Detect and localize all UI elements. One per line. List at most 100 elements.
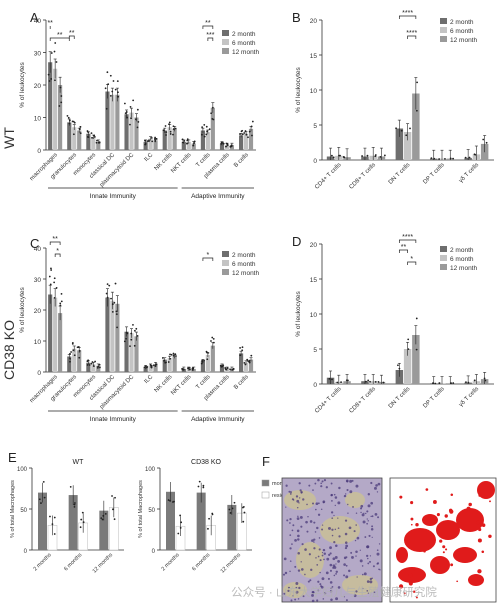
cell-nucleus [345,493,347,495]
data-point [133,344,136,347]
data-point [206,130,208,133]
cell-nucleus [343,556,347,560]
data-point [483,377,486,380]
data-point [59,302,62,305]
data-point [331,378,333,381]
y-tick-label: 50 [20,508,27,514]
cell-nucleus [300,525,303,528]
data-point [245,133,248,136]
cell-nucleus [304,548,307,551]
cell-nucleus [356,536,360,540]
bar [219,143,225,150]
data-point [50,269,53,271]
cell-nucleus [317,580,320,583]
significance-label: **** [402,234,413,241]
x-tick-label: DP T cells [422,162,445,185]
cell-nucleus [334,528,337,531]
data-point [73,121,76,124]
legend-label: 12 month [450,265,477,272]
legend-label: 2 month [232,31,256,38]
bar [58,313,63,372]
segmented-spot [456,580,459,583]
data-point [79,132,82,135]
y-tick-label: 20 [34,83,42,90]
data-point [367,379,370,382]
cell-nucleus [378,543,381,545]
data-point [211,106,214,109]
data-point [225,145,227,148]
cell-nucleus [294,598,297,601]
cell-nucleus [300,491,303,494]
significance-label: * [56,248,59,255]
data-point [450,382,453,385]
data-point [150,365,153,368]
segmented-spot [415,523,419,527]
data-point [177,532,180,535]
cell-nucleus [355,524,357,526]
data-point [60,300,63,303]
data-point [38,498,41,501]
bar [68,495,78,550]
segmented-spot [436,513,440,517]
bar [210,107,215,150]
data-point [207,351,210,354]
cell-nucleus [297,598,300,600]
y-tick-label: 0 [37,148,41,155]
data-point [181,141,184,144]
data-point [146,366,149,368]
data-point [154,138,156,141]
x-tick-label: DP T cells [422,386,445,409]
cell-nucleus [298,482,301,485]
cell-nucleus [366,545,370,549]
legend-label: 12 month [232,270,259,277]
cell-nucleus [331,499,333,502]
data-point [55,286,58,289]
data-point [485,141,488,144]
cell-nucleus [356,576,358,578]
cell-nucleus [289,534,292,536]
cell-nucleus [319,583,322,586]
cell-nucleus [282,573,286,576]
cell-nucleus [311,502,315,505]
cell-nucleus [368,534,371,537]
data-point [465,381,467,384]
bar [38,492,47,550]
data-point [226,144,229,146]
bar [395,370,404,384]
cell-nucleus [372,565,375,568]
data-point [59,86,62,89]
data-point [74,502,76,504]
data-point [125,337,128,340]
cell-nucleus [313,538,316,541]
cell-nucleus [295,586,298,589]
x-tick-label: B cells [233,374,250,391]
segmented-spot [408,581,413,586]
cell-nucleus [309,579,312,582]
bar [181,141,186,150]
data-point [96,139,98,142]
significance-label: ** [57,32,63,39]
cell-nucleus [376,552,380,556]
data-point [81,511,84,514]
legend-label: 6 month [450,28,474,35]
bar [167,358,172,372]
cell-nucleus [313,521,316,524]
significance-bracket [398,249,408,253]
data-point [86,364,89,366]
cell-nucleus [297,552,300,555]
legend-swatch [440,246,447,252]
cell-nucleus [325,571,329,575]
data-point [129,123,131,126]
bar [403,349,412,384]
y-axis-label: % of total Macrophages [10,480,16,538]
data-point [73,505,76,508]
data-point [136,335,139,337]
bar [229,145,235,150]
data-point [366,154,369,157]
data-point [212,341,215,344]
segmented-region [453,547,477,563]
legend-swatch [222,39,229,45]
data-point [104,87,107,90]
data-point [78,349,81,352]
bar [96,141,101,150]
